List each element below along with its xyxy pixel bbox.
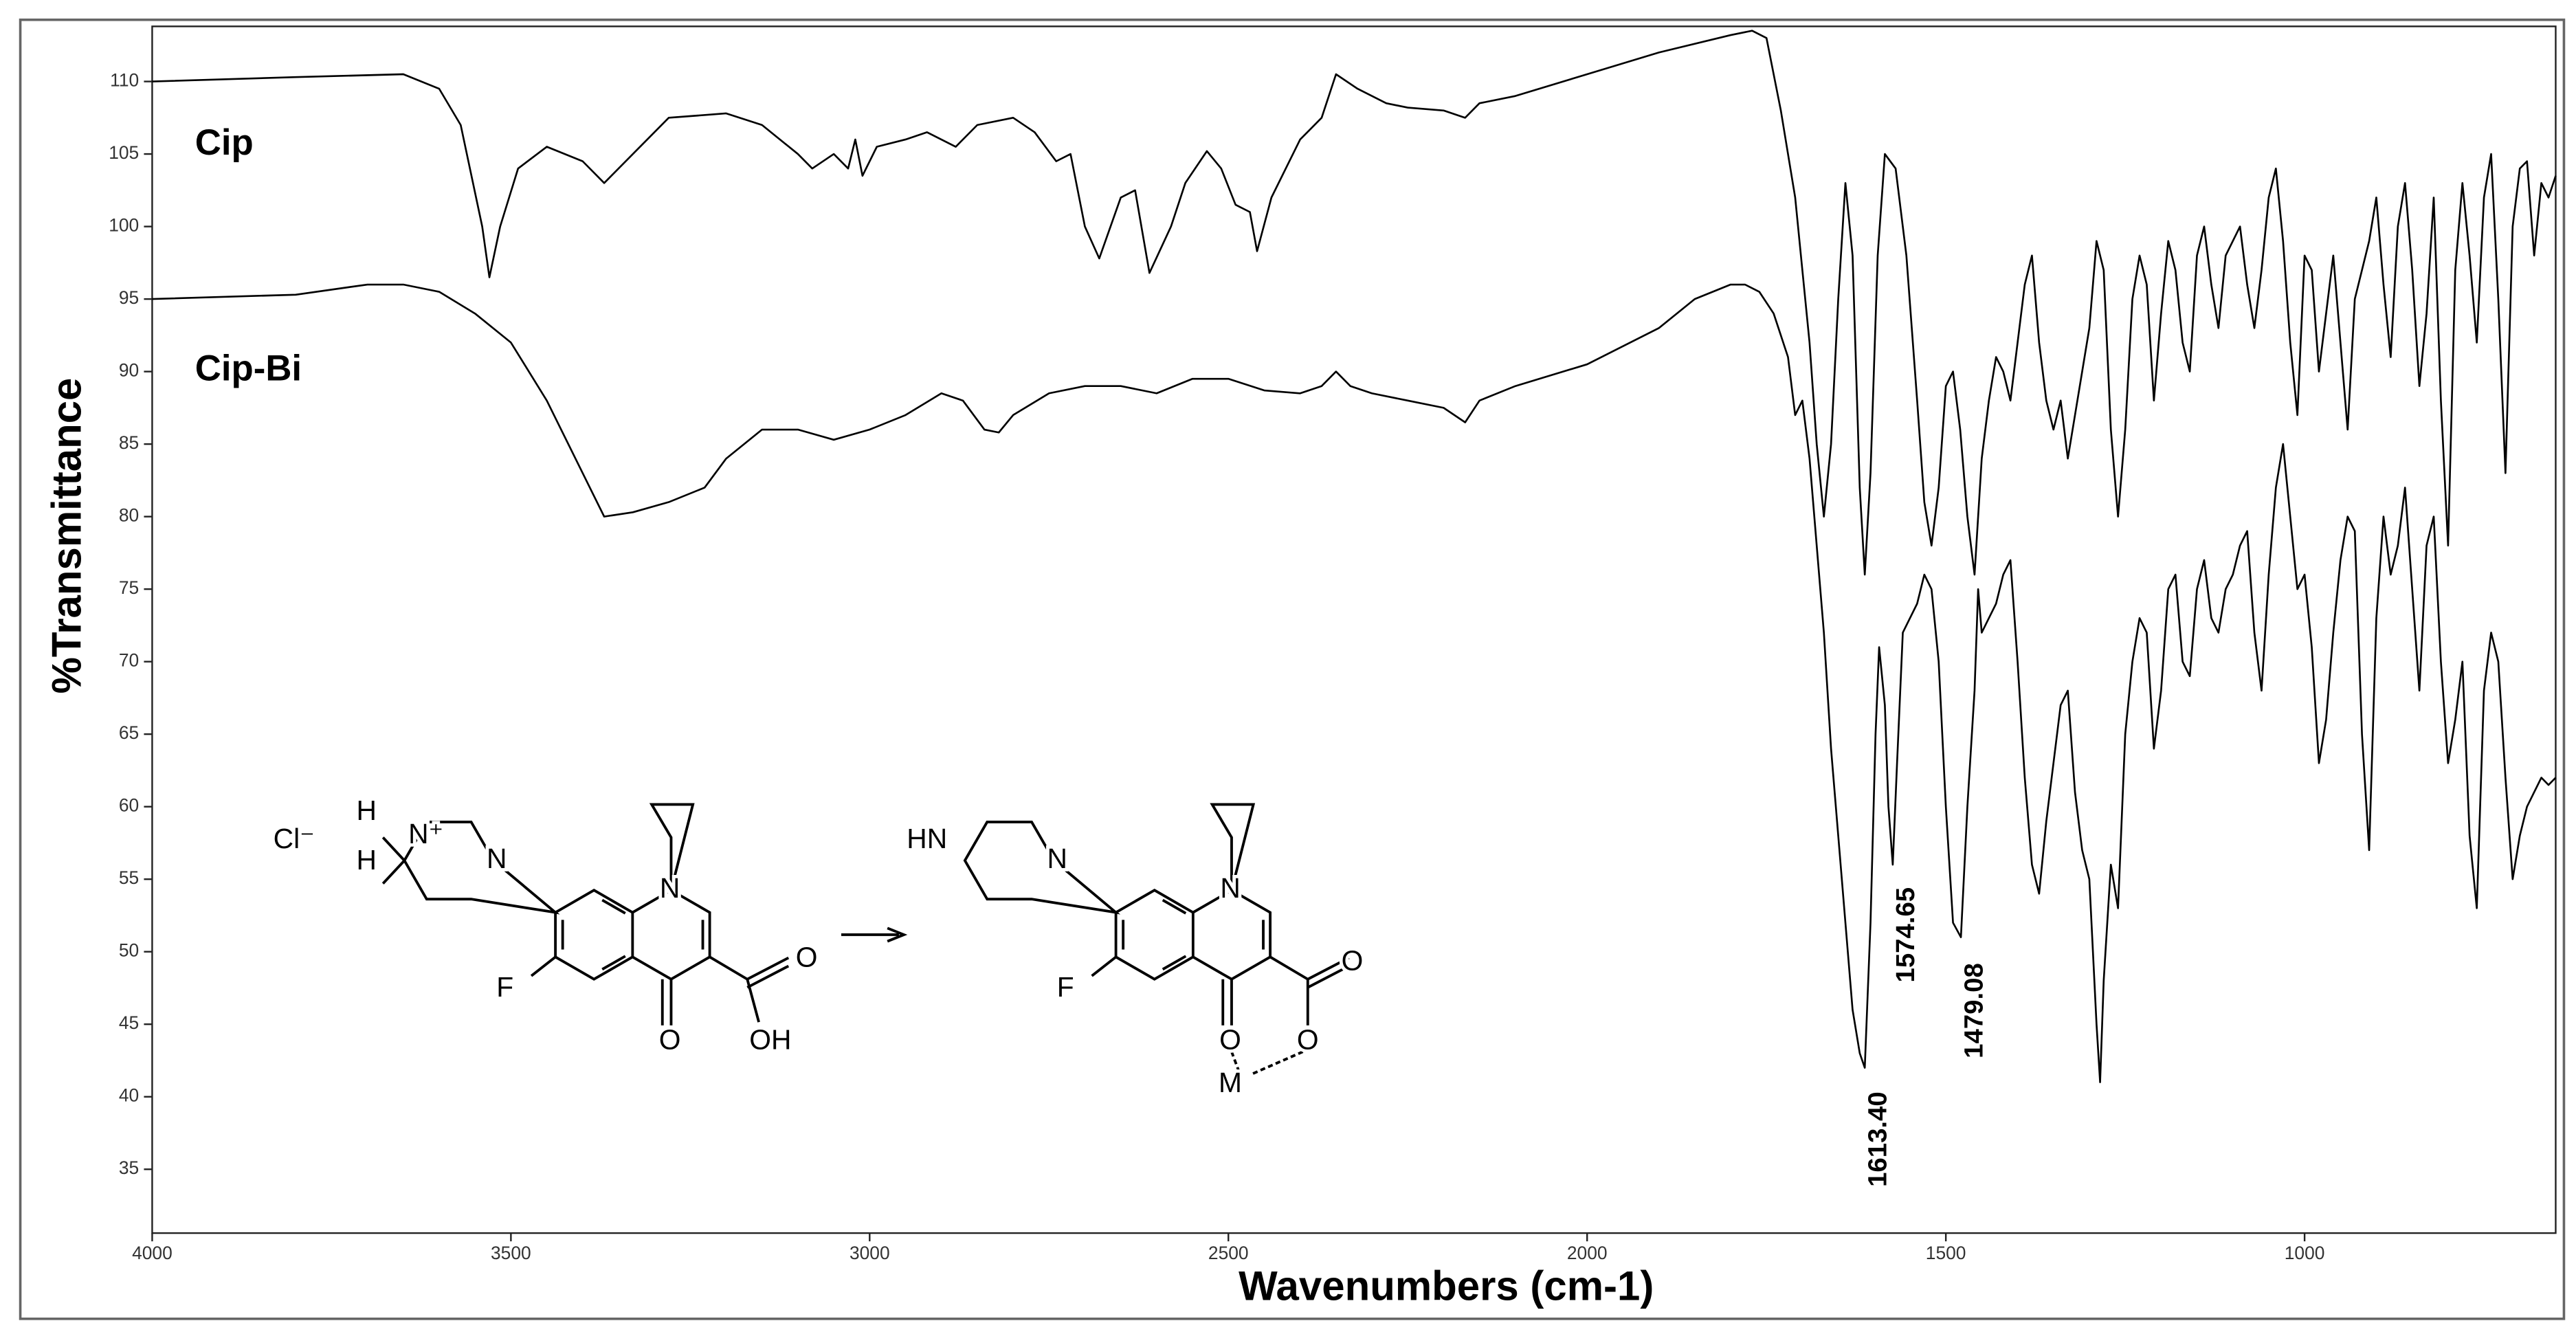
y-tick-label: 90 (119, 360, 139, 381)
atom-label: M (1219, 1067, 1242, 1098)
y-tick-label: 55 (119, 867, 139, 888)
peak-label: 1574.65 (1891, 887, 1920, 983)
atom-label: F (496, 971, 513, 1003)
atom-label: O (1342, 944, 1364, 976)
y-tick-label: 40 (119, 1085, 139, 1106)
y-tick-label: 35 (119, 1157, 139, 1178)
y-tick-label: 100 (109, 215, 139, 236)
y-tick-label: 60 (119, 795, 139, 816)
atom-label: H (357, 795, 377, 826)
outer-frame (19, 18, 2566, 1320)
atom-label: O (659, 1024, 681, 1056)
atom-label: HN (907, 823, 947, 854)
structure-reactant (381, 803, 908, 1025)
y-tick-label: 45 (119, 1012, 139, 1033)
y-tick-label: 80 (119, 505, 139, 526)
y-tick-label: 70 (119, 650, 139, 671)
peak-label: 1479.08 (1959, 963, 1989, 1058)
y-tick-label: 105 (109, 142, 139, 163)
atom-label: O (796, 942, 818, 973)
atom-label: N (1047, 843, 1067, 874)
x-tick-label: 4000 (132, 1243, 173, 1263)
x-tick-label: 1500 (1926, 1243, 1966, 1263)
y-tick-label: 95 (119, 287, 139, 308)
atom-label: N (1220, 872, 1240, 904)
spectrum-line (152, 283, 2557, 1083)
spectrum-line (152, 30, 2557, 576)
atom-label: N (660, 872, 680, 904)
y-axis-label: %Transmittance (43, 378, 89, 694)
y-tick-label: 65 (119, 722, 139, 743)
atom-label: H (357, 844, 377, 876)
y-tick-label: 75 (119, 577, 139, 598)
atom-label: N (487, 843, 507, 874)
x-tick-label: 2000 (1567, 1243, 1608, 1263)
x-axis-label: Wavenumbers (cm-1) (1239, 1263, 1654, 1309)
atom-label: O (1219, 1024, 1241, 1056)
series-label: Cip (195, 122, 254, 163)
atom-label: F (1057, 971, 1074, 1003)
structure-product (963, 803, 1350, 1076)
x-tick-label: 1000 (2285, 1243, 2325, 1263)
y-tick-label: 110 (110, 70, 139, 91)
plot-frame (151, 25, 2557, 1234)
peak-label: 1613.40 (1863, 1091, 1893, 1187)
atom-label: O (1297, 1024, 1319, 1056)
x-tick-label: 3500 (491, 1243, 531, 1263)
series-label: Cip-Bi (195, 348, 302, 389)
y-tick-label: 50 (119, 940, 139, 961)
x-tick-label: 3000 (850, 1243, 890, 1263)
atom-label: Cl⁻ (274, 823, 315, 854)
atom-label: N⁺ (408, 818, 443, 850)
y-tick-label: 85 (119, 432, 139, 453)
atom-label: OH (749, 1024, 791, 1056)
x-tick-label: 2500 (1208, 1243, 1249, 1263)
